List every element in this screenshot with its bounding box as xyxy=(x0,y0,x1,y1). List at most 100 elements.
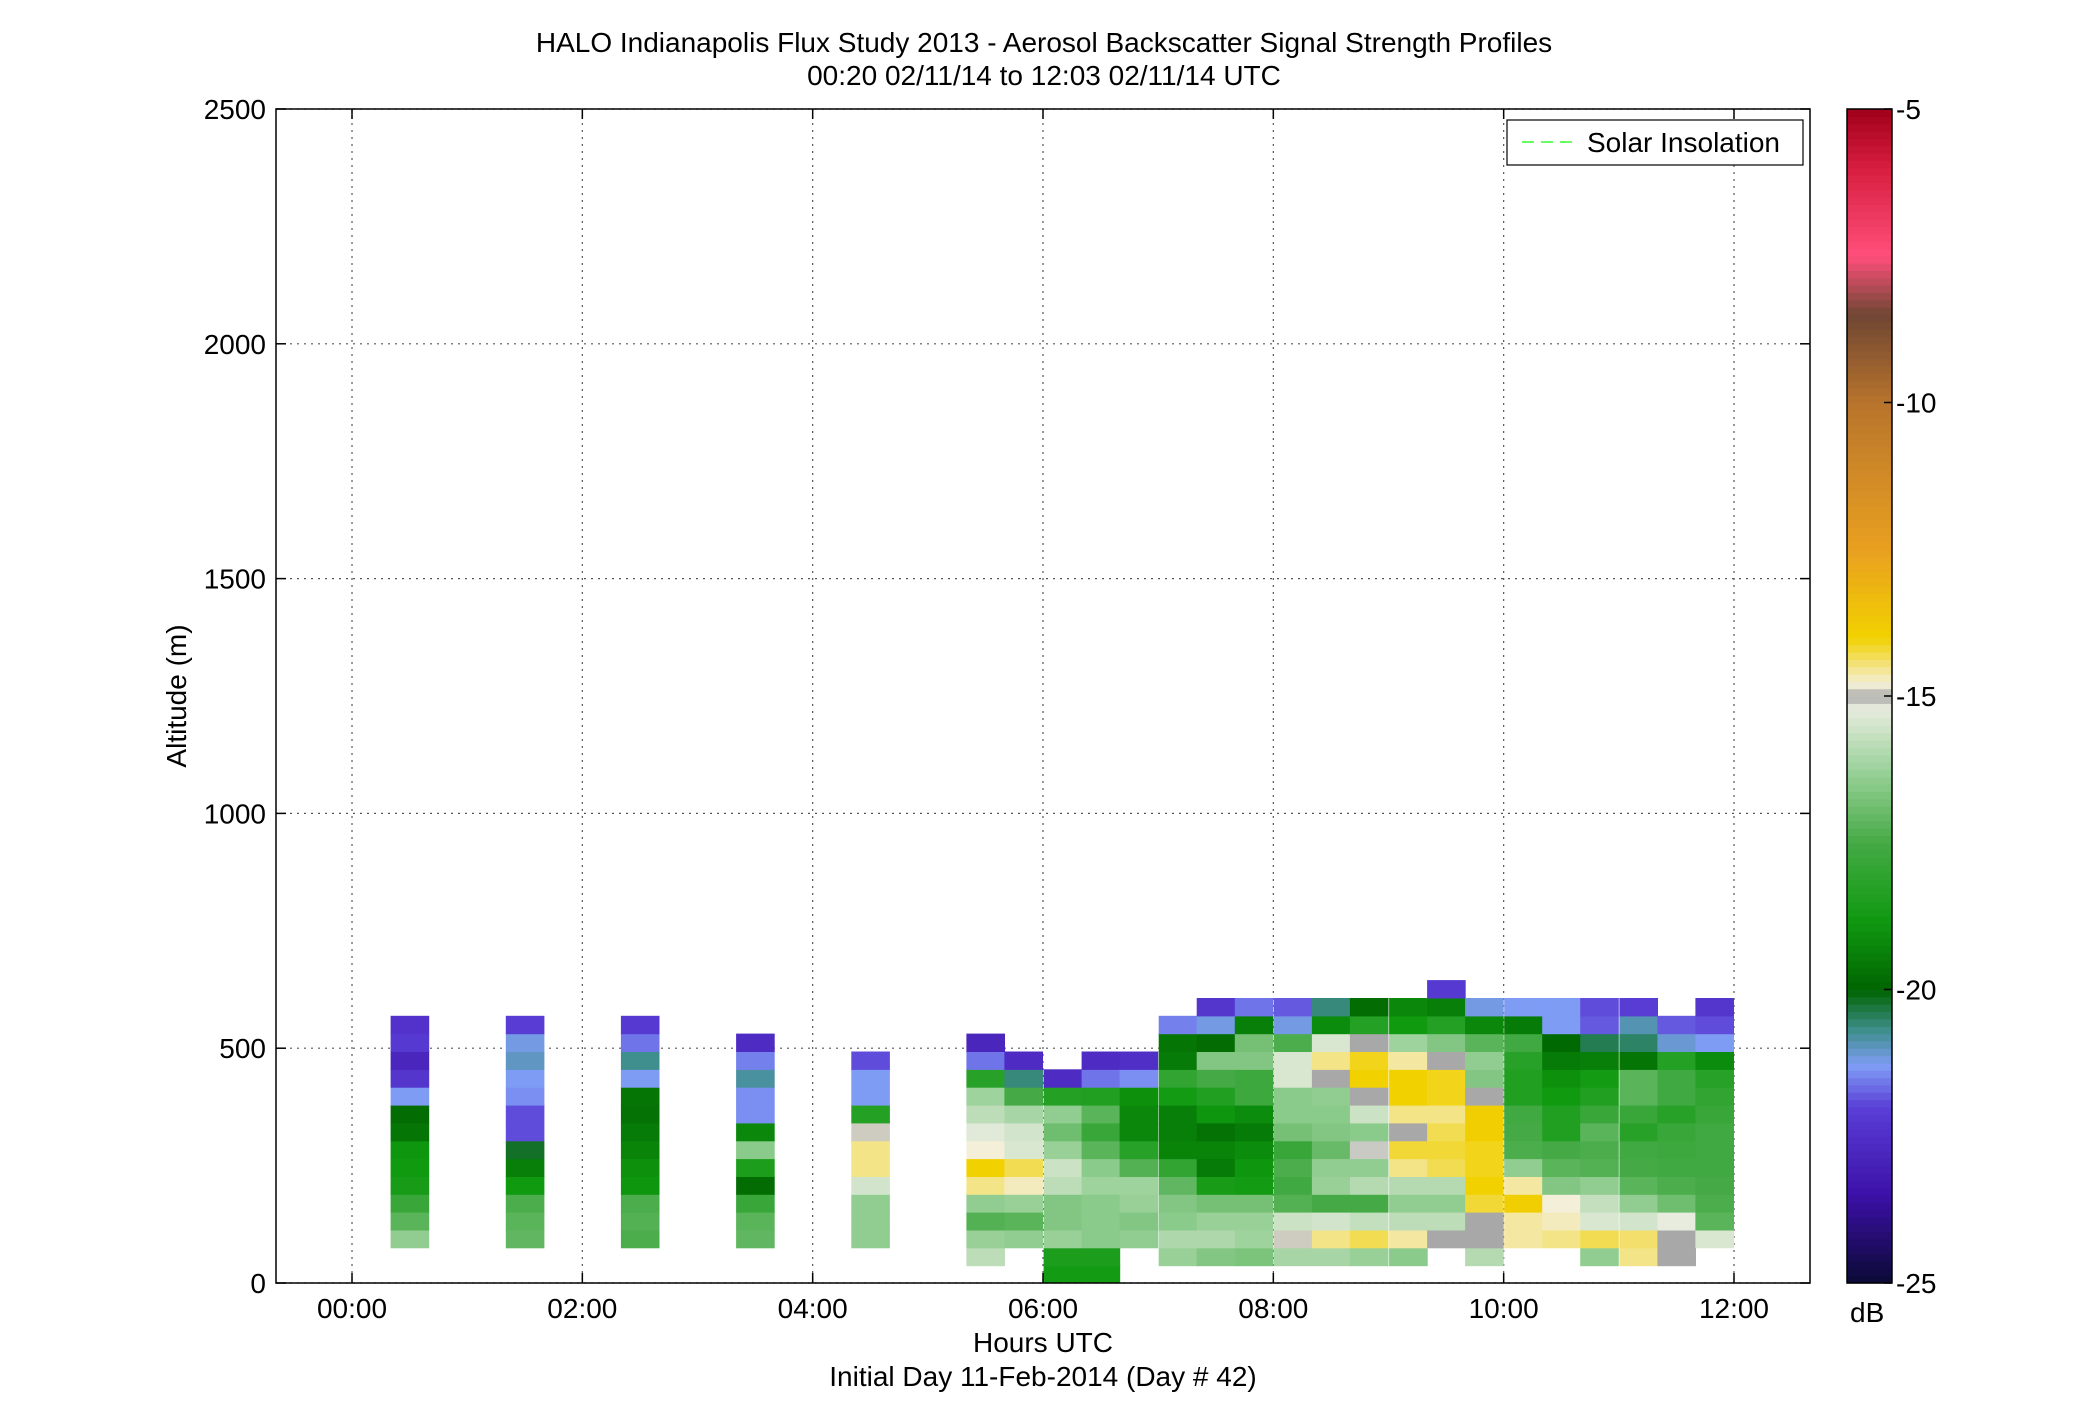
heatmap-cell xyxy=(1196,1176,1236,1195)
colorbar-strip xyxy=(1847,666,1892,675)
colorbar-strip xyxy=(1847,556,1892,565)
colorbar-strip xyxy=(1847,651,1892,660)
heatmap-cell xyxy=(1619,1105,1658,1124)
colorbar-strip xyxy=(1847,241,1892,250)
y-tick-label: 2500 xyxy=(204,94,266,125)
heatmap-cell xyxy=(1542,1176,1581,1195)
colorbar-strip xyxy=(1847,402,1892,411)
colorbar-strip xyxy=(1847,285,1892,294)
colorbar-strip xyxy=(1847,1216,1892,1225)
heatmap-cell xyxy=(1119,1194,1159,1213)
colorbar-tick-label: -20 xyxy=(1896,975,1936,1006)
heatmap-cell xyxy=(1580,1105,1619,1124)
colorbar-strip xyxy=(1847,960,1892,969)
colorbar-strip xyxy=(1847,585,1892,594)
heatmap-cell xyxy=(851,1105,890,1124)
heatmap-cell xyxy=(505,1140,545,1160)
heatmap-cell xyxy=(1119,1087,1159,1106)
heatmap-cell xyxy=(1273,1105,1313,1124)
heatmap-cell xyxy=(1119,1105,1159,1124)
legend-box xyxy=(1506,119,1804,166)
colorbar-strip xyxy=(1847,857,1892,866)
heatmap-cell xyxy=(1196,1122,1236,1142)
heatmap-cell xyxy=(1389,1140,1428,1160)
heatmap-cell xyxy=(1311,1051,1351,1070)
colorbar-strip xyxy=(1847,1275,1892,1284)
heatmap-cell xyxy=(1580,1158,1619,1177)
heatmap-cell xyxy=(1465,1015,1504,1035)
heatmap-cell xyxy=(1657,1158,1696,1177)
heatmap-cell xyxy=(736,1051,775,1070)
colorbar-strip xyxy=(1847,373,1892,382)
heatmap-cell xyxy=(1119,1140,1159,1160)
heatmap-cell xyxy=(1158,1087,1198,1106)
heatmap-cell xyxy=(1695,1015,1734,1035)
colorbar-strip xyxy=(1847,989,1892,998)
heatmap-cell xyxy=(1695,1033,1734,1052)
heatmap-cell xyxy=(1043,1122,1083,1142)
colorbar-strip xyxy=(1847,710,1892,719)
heatmap-cell xyxy=(1196,1087,1236,1106)
colorbar-strip xyxy=(1847,175,1892,183)
colorbar-strip xyxy=(1847,1040,1892,1049)
y-tick-label: 1000 xyxy=(204,798,266,829)
heatmap-cell xyxy=(1427,1212,1466,1231)
colorbar-strip xyxy=(1847,718,1892,726)
y-tick-label: 0 xyxy=(250,1268,266,1299)
colorbar-strip xyxy=(1847,930,1892,939)
heatmap-cell xyxy=(736,1033,775,1052)
heatmap-cell xyxy=(1580,1033,1619,1052)
heatmap-cell xyxy=(1389,1087,1428,1106)
heatmap-cell xyxy=(1311,1122,1351,1142)
colorbar-strip xyxy=(1847,681,1892,690)
heatmap-cell xyxy=(1389,1069,1428,1088)
heatmap-cell xyxy=(1504,1158,1543,1177)
heatmap-cell xyxy=(1311,1069,1351,1088)
colorbar-strip xyxy=(1847,307,1892,316)
colorbar-strip xyxy=(1847,1121,1892,1130)
heatmap-cell xyxy=(966,1212,1005,1231)
colorbar-strip xyxy=(1847,747,1892,756)
heatmap-cell xyxy=(1349,1122,1389,1142)
heatmap-cell xyxy=(1465,1247,1504,1267)
heatmap-cell xyxy=(1043,1247,1083,1267)
heatmap-cell xyxy=(1043,1229,1083,1249)
colorbar-strip xyxy=(1847,505,1892,514)
colorbar-strip xyxy=(1847,226,1892,235)
heatmap-cell xyxy=(1542,1033,1581,1052)
heatmap-cell xyxy=(1043,1265,1083,1283)
heatmap-cell xyxy=(1695,1212,1734,1231)
heatmap-cell xyxy=(1311,1140,1351,1160)
colorbar-strip xyxy=(1847,864,1892,873)
colorbar-strip xyxy=(1847,1194,1892,1203)
heatmap-cell xyxy=(851,1087,890,1106)
colorbar-strip xyxy=(1847,754,1892,763)
heatmap-cell xyxy=(1081,1247,1121,1267)
colorbar-strip xyxy=(1847,160,1892,169)
heatmap-cell xyxy=(851,1194,890,1213)
colorbar-strip xyxy=(1847,974,1892,983)
heatmap-cell xyxy=(1273,1140,1313,1160)
colorbar-strip xyxy=(1847,1077,1892,1086)
x-axis-sublabel: Initial Day 11-Feb-2014 (Day # 42) xyxy=(829,1361,1256,1392)
heatmap-cell xyxy=(1580,998,1619,1017)
heatmap-cell xyxy=(1311,1105,1351,1124)
colorbar-strip xyxy=(1847,1048,1892,1057)
colorbar-strip xyxy=(1847,1143,1892,1152)
colorbar-strip xyxy=(1847,901,1892,910)
colorbar-strip xyxy=(1847,424,1892,433)
colorbar-strip xyxy=(1847,886,1892,895)
colorbar-strip xyxy=(1847,732,1892,741)
colorbar-strip xyxy=(1847,659,1892,668)
heatmap-cell xyxy=(1196,1069,1236,1088)
heatmap-cell xyxy=(390,1158,430,1177)
x-tick-label: 06:00 xyxy=(1008,1293,1078,1324)
heatmap-cell xyxy=(1158,1229,1198,1249)
heatmap-cell xyxy=(1081,1229,1121,1249)
heatmap-cell xyxy=(1504,1105,1543,1124)
heatmap-cell xyxy=(1234,1158,1274,1177)
x-axis-label: Hours UTC xyxy=(973,1327,1113,1358)
heatmap-cell xyxy=(1081,1212,1121,1231)
colorbar-strip xyxy=(1847,1253,1892,1262)
colorbar-strip xyxy=(1847,644,1892,653)
